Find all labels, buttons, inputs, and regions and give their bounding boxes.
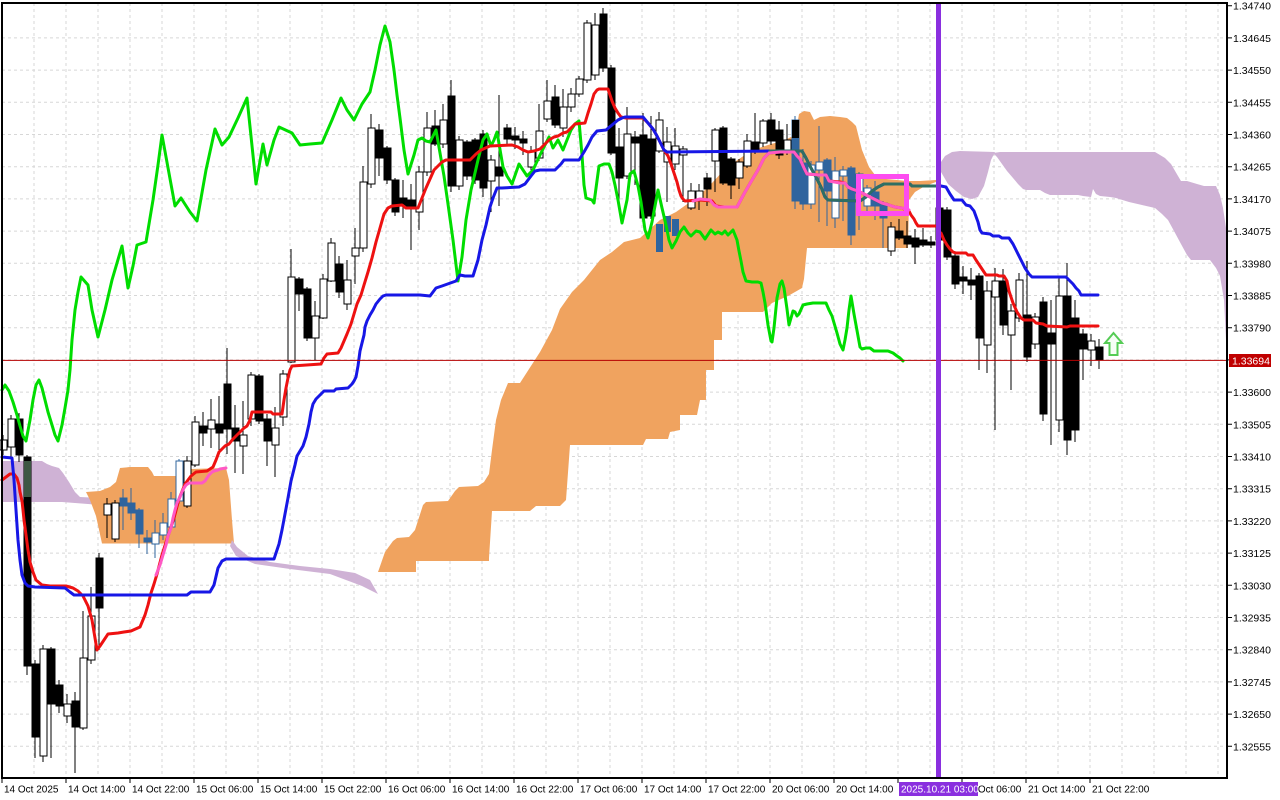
svg-text:1.34740: 1.34740 [1233, 1, 1271, 13]
svg-text:21 Oct 14:00: 21 Oct 14:00 [1028, 785, 1086, 796]
svg-text:15 Oct 22:00: 15 Oct 22:00 [324, 785, 382, 796]
svg-text:1.33220: 1.33220 [1233, 516, 1271, 528]
svg-text:14 Oct 14:00: 14 Oct 14:00 [68, 785, 126, 796]
svg-text:1.33505: 1.33505 [1233, 419, 1271, 431]
svg-text:21 Oct 22:00: 21 Oct 22:00 [1092, 785, 1150, 796]
svg-text:1.33315: 1.33315 [1233, 484, 1271, 496]
svg-text:15 Oct 06:00: 15 Oct 06:00 [196, 785, 254, 796]
svg-text:1.32650: 1.32650 [1233, 709, 1271, 721]
svg-text:1.34265: 1.34265 [1233, 162, 1271, 174]
svg-text:1.32745: 1.32745 [1233, 677, 1271, 689]
svg-text:1.33410: 1.33410 [1233, 452, 1271, 464]
svg-text:1.34075: 1.34075 [1233, 226, 1271, 238]
svg-text:1.33600: 1.33600 [1233, 387, 1271, 399]
svg-text:2025.10.21 03:00: 2025.10.21 03:00 [901, 785, 979, 796]
svg-text:17 Oct 06:00: 17 Oct 06:00 [580, 785, 638, 796]
svg-text:1.33125: 1.33125 [1233, 548, 1271, 560]
svg-text:14 Oct 2025: 14 Oct 2025 [4, 785, 59, 796]
svg-text:1.32935: 1.32935 [1233, 613, 1271, 625]
svg-text:16 Oct 14:00: 16 Oct 14:00 [452, 785, 510, 796]
svg-text:20 Oct 06:00: 20 Oct 06:00 [772, 785, 830, 796]
svg-text:1.33694: 1.33694 [1232, 356, 1270, 368]
svg-text:1.34360: 1.34360 [1233, 130, 1271, 142]
svg-text:1.34455: 1.34455 [1233, 97, 1271, 109]
svg-text:21 Oct 06:00: 21 Oct 06:00 [964, 785, 1022, 796]
svg-text:1.33980: 1.33980 [1233, 258, 1271, 270]
svg-text:20 Oct 14:00: 20 Oct 14:00 [836, 785, 894, 796]
svg-text:17 Oct 14:00: 17 Oct 14:00 [644, 785, 702, 796]
svg-text:17 Oct 22:00: 17 Oct 22:00 [708, 785, 766, 796]
svg-text:1.34645: 1.34645 [1233, 33, 1271, 45]
svg-text:1.34550: 1.34550 [1233, 65, 1271, 77]
svg-text:1.34170: 1.34170 [1233, 194, 1271, 206]
svg-text:1.32555: 1.32555 [1233, 741, 1271, 753]
svg-text:16 Oct 22:00: 16 Oct 22:00 [516, 785, 574, 796]
svg-text:1.32840: 1.32840 [1233, 645, 1271, 657]
svg-text:1.33885: 1.33885 [1233, 291, 1271, 303]
svg-text:15 Oct 14:00: 15 Oct 14:00 [260, 785, 318, 796]
svg-text:14 Oct 22:00: 14 Oct 22:00 [132, 785, 190, 796]
svg-text:1.33790: 1.33790 [1233, 323, 1271, 335]
svg-text:16 Oct 06:00: 16 Oct 06:00 [388, 785, 446, 796]
svg-text:1.33030: 1.33030 [1233, 580, 1271, 592]
